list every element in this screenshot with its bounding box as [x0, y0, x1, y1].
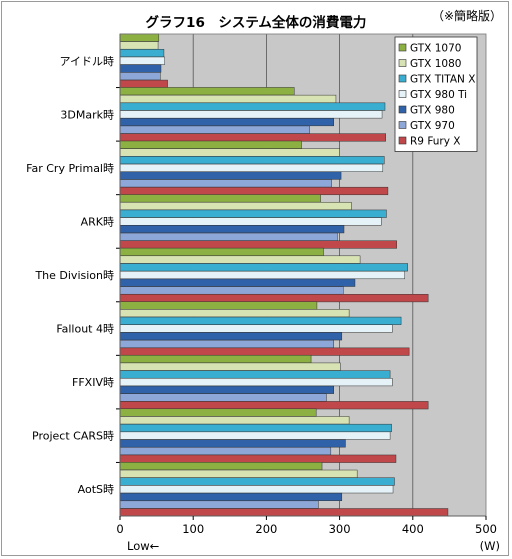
bar — [119, 117, 334, 127]
bar — [119, 79, 168, 88]
x-axis-low-label: Low← — [127, 539, 159, 553]
bar — [119, 332, 343, 341]
bar — [119, 462, 323, 471]
legend-label: GTX 980 Ti — [410, 89, 467, 101]
bar — [119, 431, 391, 440]
bar — [119, 255, 361, 264]
category-label: Fallout 4時 — [56, 323, 114, 336]
bar — [119, 33, 160, 42]
bar — [119, 423, 392, 433]
bar — [119, 508, 449, 517]
category-label: AotS時 — [78, 483, 114, 496]
category-label: ARK時 — [81, 215, 114, 228]
bar — [119, 408, 317, 417]
x-tick-label: 200 — [255, 522, 277, 536]
bar — [119, 324, 393, 333]
x-tick-label: 400 — [402, 522, 424, 536]
bar — [119, 94, 337, 103]
bar — [119, 201, 352, 211]
legend-box — [394, 36, 478, 152]
bar — [119, 217, 382, 226]
bar — [119, 378, 393, 387]
chart-title: グラフ16 システム全体の消費電力 — [145, 15, 367, 31]
bar — [119, 179, 332, 188]
bar — [119, 263, 408, 272]
bar — [119, 485, 394, 494]
bar — [119, 500, 319, 509]
x-tick-label: 100 — [182, 522, 204, 536]
bar — [119, 56, 165, 65]
bar — [119, 156, 385, 165]
legend-swatch — [398, 59, 407, 67]
category-label: 3DMark時 — [60, 108, 114, 121]
bar — [119, 72, 161, 81]
bar — [119, 347, 410, 356]
bar — [119, 370, 391, 379]
bar — [119, 225, 345, 234]
bar — [119, 102, 386, 111]
bar — [119, 393, 327, 402]
bar — [119, 309, 350, 318]
bar — [119, 294, 429, 303]
legend-swatch — [398, 136, 407, 145]
bar — [119, 477, 395, 486]
category-label: FFXIV時 — [72, 376, 114, 389]
bar — [119, 247, 324, 256]
bar — [119, 454, 397, 463]
legend-label: GTX 980 — [410, 105, 455, 117]
bar — [119, 316, 402, 325]
legend-swatch — [398, 43, 407, 52]
bar — [119, 339, 334, 349]
bar — [119, 133, 386, 142]
bar — [119, 163, 384, 172]
bar — [119, 362, 341, 371]
category-label: Project CARS時 — [32, 430, 114, 443]
legend-label: GTX 970 — [410, 120, 455, 132]
x-tick-label: 500 — [475, 522, 497, 536]
bar — [119, 401, 429, 410]
legend-swatch — [398, 90, 407, 98]
legend-swatch — [398, 74, 407, 83]
x-tick-label: 300 — [329, 522, 351, 536]
category-label: アイドル時 — [60, 55, 114, 68]
bar — [119, 186, 389, 196]
bar — [119, 140, 302, 149]
bar — [119, 492, 343, 501]
bar — [119, 469, 358, 478]
bar — [119, 49, 165, 58]
bar — [119, 447, 332, 456]
x-tick-label: 0 — [116, 522, 123, 536]
bar — [119, 416, 350, 425]
legend-swatch — [398, 121, 407, 129]
category-label: The Division時 — [34, 269, 114, 282]
bar — [119, 110, 383, 119]
bar — [119, 194, 321, 203]
x-axis-unit-label: (W) — [480, 539, 500, 553]
bar — [119, 171, 342, 180]
chart-note: （※簡略版） — [431, 9, 502, 23]
plot-border — [119, 33, 487, 517]
legend-label: GTX 1080 — [410, 58, 461, 70]
bar — [119, 125, 310, 134]
category-label: Far Cry Primal時 — [26, 162, 114, 175]
bar — [119, 148, 340, 157]
bar — [119, 278, 356, 287]
legend-label: GTX TITAN X — [410, 74, 475, 86]
bar — [119, 270, 405, 280]
bar — [119, 87, 295, 96]
bar — [119, 286, 344, 295]
bar — [119, 41, 159, 50]
bar — [119, 232, 338, 241]
bar — [119, 301, 318, 310]
legend-label: R9 Fury X — [410, 136, 461, 148]
bar — [119, 354, 312, 364]
legend-swatch — [398, 105, 407, 114]
bar — [119, 64, 162, 73]
bar — [119, 385, 334, 394]
bar — [119, 439, 346, 448]
legend-label: GTX 1070 — [410, 43, 461, 55]
bar — [119, 209, 387, 218]
bar — [119, 240, 397, 249]
